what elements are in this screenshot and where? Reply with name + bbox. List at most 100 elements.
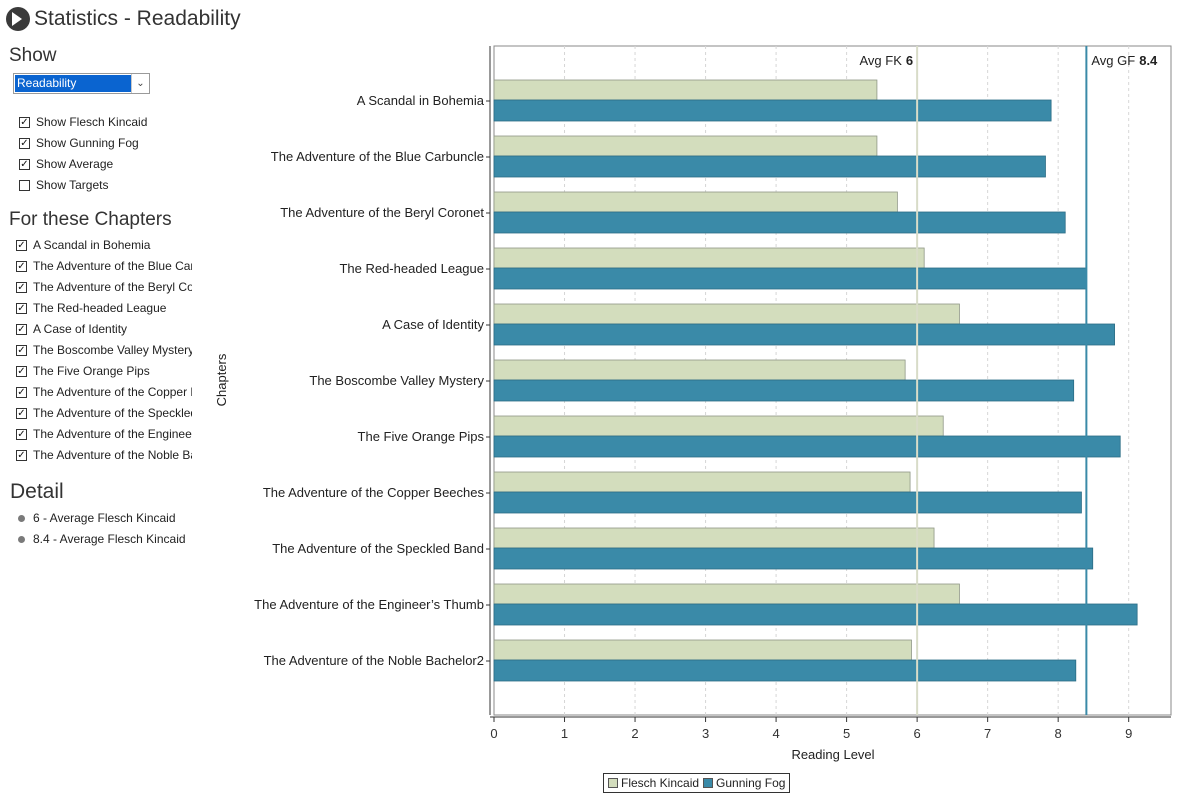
x-tick-label: 5 xyxy=(843,726,850,741)
checkbox-label: The Adventure of the Noble Bachelor2 xyxy=(33,448,192,462)
checkbox-checked-icon[interactable]: ✓ xyxy=(16,260,27,272)
checkbox-checked-icon[interactable]: ✓ xyxy=(19,137,30,149)
checkbox-checked-icon[interactable]: ✓ xyxy=(19,116,30,128)
chapter-checkbox[interactable]: ✓ A Scandal in Bohemia xyxy=(16,238,192,252)
average-label-name: Avg FK xyxy=(860,53,903,68)
category-label: The Boscombe Valley Mystery xyxy=(309,373,484,388)
chapter-checkbox[interactable]: ✓ The Adventure of the Noble Bachelor2 xyxy=(16,448,192,462)
bar-flesch-kincaid xyxy=(493,79,878,101)
show-option-checkbox[interactable]: ✓ Show Flesch Kincaid xyxy=(19,115,209,129)
chapter-checkbox[interactable]: ✓ The Adventure of the Beryl Coronet xyxy=(16,280,192,294)
checkbox-checked-icon[interactable]: ✓ xyxy=(16,449,27,461)
x-tick-label: 2 xyxy=(631,726,638,741)
checkbox-checked-icon[interactable]: ✓ xyxy=(16,344,27,356)
checkbox-label: The Adventure of the Engineer's Thumb xyxy=(33,427,192,441)
legend-item-gunning-fog: Gunning Fog xyxy=(703,776,785,790)
checkbox-checked-icon[interactable]: ✓ xyxy=(16,365,27,377)
chapter-checkbox[interactable]: ✓ The Boscombe Valley Mystery xyxy=(16,343,192,357)
category-label: The Adventure of the Engineer’s Thumb xyxy=(254,597,484,612)
x-axis-title: Reading Level xyxy=(791,747,874,762)
category-label: The Adventure of the Beryl Coronet xyxy=(280,205,484,220)
checkbox-label: The Adventure of the Blue Carbuncle xyxy=(33,259,192,273)
checkbox-checked-icon[interactable]: ✓ xyxy=(16,239,27,251)
show-option-checkbox[interactable]: ✓ Show Average xyxy=(19,157,209,171)
view-select-value: Readability xyxy=(15,75,132,92)
checkbox-checked-icon[interactable]: ✓ xyxy=(16,323,27,335)
chapter-checkbox[interactable]: ✓ The Adventure of the Blue Carbuncle xyxy=(16,259,192,273)
bullet-icon xyxy=(18,535,25,543)
category-label: The Red-headed League xyxy=(339,261,484,276)
x-tick-label: 3 xyxy=(702,726,709,741)
chapter-checkbox[interactable]: ✓ The Red-headed League xyxy=(16,301,192,315)
detail-item: 8.4 - Average Flesch Kincaid xyxy=(18,532,186,546)
category-label: The Adventure of the Blue Carbuncle xyxy=(271,149,484,164)
legend-item-flesch-kincaid: Flesch Kincaid xyxy=(608,776,699,790)
detail-item: 6 - Average Flesch Kincaid xyxy=(18,511,176,525)
chapter-checkbox[interactable]: ✓ A Case of Identity xyxy=(16,322,192,336)
checkbox-checked-icon[interactable]: ✓ xyxy=(16,407,27,419)
bar-gunning-fog xyxy=(493,323,1115,346)
checkbox-checked-icon[interactable]: ✓ xyxy=(16,281,27,293)
chart-legend: Flesch Kincaid Gunning Fog xyxy=(603,773,791,793)
x-tick-label: 0 xyxy=(490,726,497,741)
category-label: The Five Orange Pips xyxy=(358,429,485,444)
bar-flesch-kincaid xyxy=(493,359,906,381)
bullet-icon xyxy=(18,514,25,522)
checkbox-label: Show Flesch Kincaid xyxy=(36,115,148,129)
category-label: The Adventure of the Speckled Band xyxy=(272,541,484,556)
bar-gunning-fog xyxy=(493,603,1138,626)
view-select[interactable]: Readability ⌄ xyxy=(13,73,150,94)
bar-flesch-kincaid xyxy=(493,527,935,549)
average-label-name: Avg GF xyxy=(1091,53,1135,68)
checkbox-checked-icon[interactable]: ✓ xyxy=(19,158,30,170)
bar-flesch-kincaid xyxy=(493,415,944,437)
bar-gunning-fog xyxy=(493,547,1094,570)
bar-gunning-fog xyxy=(493,267,1087,290)
detail-heading: Detail xyxy=(10,480,64,503)
checkbox-label: The Boscombe Valley Mystery xyxy=(33,343,192,357)
bar-gunning-fog xyxy=(493,379,1075,402)
checkbox-unchecked-icon[interactable] xyxy=(19,179,30,191)
detail-item-text: 8.4 - Average Flesch Kincaid xyxy=(33,532,186,546)
checkbox-label: The Adventure of the Speckled Band xyxy=(33,406,192,420)
detail-item-text: 6 - Average Flesch Kincaid xyxy=(33,511,176,525)
bar-flesch-kincaid xyxy=(493,303,960,325)
checkbox-checked-icon[interactable]: ✓ xyxy=(16,386,27,398)
x-tick-label: 4 xyxy=(772,726,779,741)
checkbox-label: The Adventure of the Beryl Coronet xyxy=(33,280,192,294)
bar-gunning-fog xyxy=(493,491,1082,514)
checkbox-label: Show Targets xyxy=(36,178,109,192)
chapter-checkbox[interactable]: ✓ The Adventure of the Engineer's Thumb xyxy=(16,427,192,441)
category-label: A Scandal in Bohemia xyxy=(357,93,485,108)
checkbox-label: A Scandal in Bohemia xyxy=(33,238,151,252)
bar-gunning-fog xyxy=(493,211,1066,234)
bar-gunning-fog xyxy=(493,99,1052,122)
x-tick-label: 7 xyxy=(984,726,991,741)
x-tick-label: 8 xyxy=(1055,726,1062,741)
window-title: Statistics - Readability xyxy=(34,7,241,30)
chapter-checkbox[interactable]: ✓ The Adventure of the Speckled Band xyxy=(16,406,192,420)
checkbox-checked-icon[interactable]: ✓ xyxy=(16,428,27,440)
legend-label-flesch-kincaid: Flesch Kincaid xyxy=(621,776,700,790)
category-label: The Adventure of the Noble Bachelor2 xyxy=(264,653,484,668)
bar-flesch-kincaid xyxy=(493,583,960,605)
x-tick-label: 9 xyxy=(1125,726,1132,741)
bar-flesch-kincaid xyxy=(493,639,912,661)
bar-gunning-fog xyxy=(493,659,1077,682)
title-bar: Statistics - Readability xyxy=(6,4,241,34)
checkbox-label: Show Average xyxy=(36,157,114,171)
category-label: A Case of Identity xyxy=(382,317,484,332)
checkbox-label: The Five Orange Pips xyxy=(33,364,150,378)
bar-flesch-kincaid xyxy=(493,247,925,269)
checkbox-label: The Adventure of the Copper Beeches xyxy=(33,385,192,399)
show-option-checkbox[interactable]: ✓ Show Gunning Fog xyxy=(19,136,209,150)
checkbox-checked-icon[interactable]: ✓ xyxy=(16,302,27,314)
y-axis-title: Chapters xyxy=(214,353,229,406)
chapter-checkbox[interactable]: ✓ The Adventure of the Copper Beeches xyxy=(16,385,192,399)
chapter-checkbox[interactable]: ✓ The Five Orange Pips xyxy=(16,364,192,378)
average-label-value: 6 xyxy=(906,53,913,68)
chevron-down-icon[interactable]: ⌄ xyxy=(131,74,149,93)
show-option-checkbox[interactable]: Show Targets xyxy=(19,178,209,192)
average-label: Avg GF 8.4 xyxy=(1091,53,1158,68)
bar-gunning-fog xyxy=(493,435,1121,458)
